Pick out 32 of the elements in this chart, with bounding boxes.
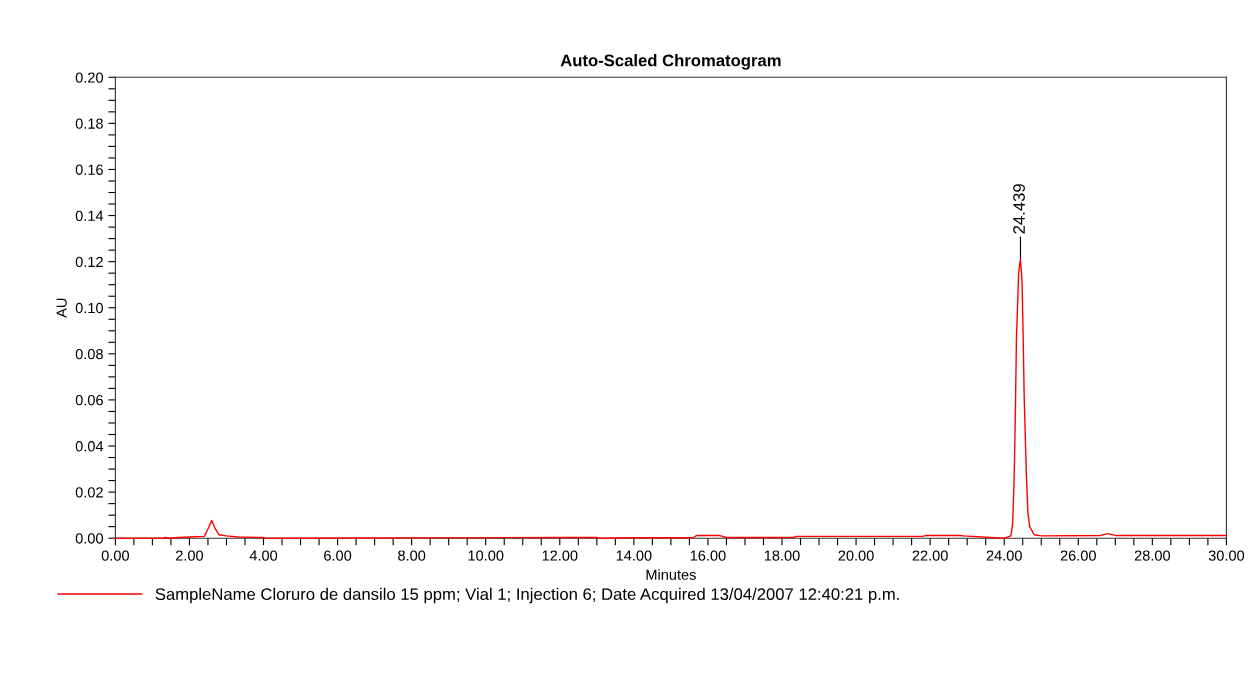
legend-label: SampleName Cloruro de dansilo 15 ppm; Vial 1; Injection 6; Date Acquired 13/04/2007 12:40:21 p.m. — [155, 587, 899, 604]
y-tick-label: 0.20 — [75, 72, 103, 83]
y-axis-title: AU — [56, 298, 67, 318]
y-tick-label: 0.04 — [75, 441, 104, 452]
x-tick-label: 28.00 — [1134, 550, 1171, 561]
x-tick-label: 16.00 — [690, 550, 726, 561]
y-tick-label: 0.08 — [75, 348, 103, 360]
annotation: 24.439 — [1013, 184, 1025, 234]
x-tick-label: 18.00 — [764, 550, 800, 561]
y-tick-label: 0.12 — [75, 256, 103, 268]
y-tick-label: 0.14 — [75, 210, 104, 221]
x-tick-label: 24.00 — [986, 550, 1022, 561]
x-tick-label: 6.00 — [324, 550, 352, 561]
x-tick-label: 14.00 — [616, 550, 652, 561]
x-tick-label: 22.00 — [912, 550, 948, 561]
x-tick-label: 0.00 — [101, 550, 129, 561]
x-tick-label: 30.00 — [1208, 550, 1245, 561]
y-tick-label: 0.16 — [75, 164, 103, 175]
x-tick-label: 2.00 — [175, 550, 204, 561]
y-tick-label: 0.18 — [75, 118, 103, 129]
x-tick-label: 10.00 — [468, 550, 504, 561]
x-tick-label: 8.00 — [398, 550, 426, 561]
x-tick-label: 4.00 — [249, 550, 278, 561]
y-tick-label: 0.10 — [75, 302, 103, 314]
x-tick-label: 12.00 — [542, 550, 578, 561]
y-tick-label: 0.02 — [75, 487, 103, 498]
x-tick-label: 20.00 — [838, 550, 874, 561]
y-tick-label: 0.00 — [75, 533, 103, 544]
x-tick-label: 26.00 — [1060, 550, 1096, 561]
x-axis-title: Minutes — [646, 569, 696, 580]
y-tick-label: 0.06 — [75, 395, 103, 406]
chart-title: Auto-Scaled Chromatogram — [560, 54, 781, 70]
